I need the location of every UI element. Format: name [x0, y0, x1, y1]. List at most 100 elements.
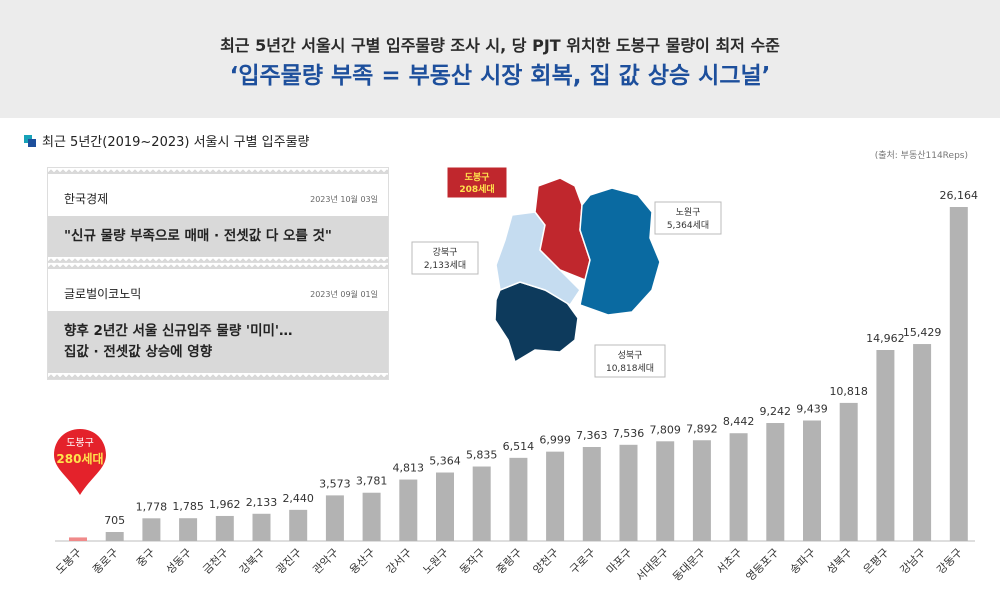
- data-label: 5,835: [466, 449, 498, 462]
- data-label: 14,962: [866, 332, 905, 345]
- zigzag-edge: [48, 373, 388, 379]
- data-label: 1,962: [209, 498, 241, 511]
- bar-영등포구: [766, 423, 785, 541]
- data-label: 7,536: [613, 427, 645, 440]
- bar-중구: [142, 518, 161, 541]
- bar-금천구: [215, 515, 234, 541]
- dobong-callout: 도봉구 280세대: [54, 429, 106, 495]
- data-label: 1,785: [172, 500, 204, 513]
- tick-label: 은평구: [861, 546, 892, 577]
- header-headline: ‘입주물량 부족 = 부동산 시장 회복, 집 값 상승 시그널’: [229, 63, 771, 89]
- data-label: 7,809: [649, 423, 681, 436]
- section-title-text: 최근 5년간(2019~2023) 서울시 구별 입주물량: [42, 135, 310, 150]
- news-headline-line: "신규 물량 부족으로 매매 · 전셋값 다 오를 것": [64, 228, 332, 244]
- tick-label: 중랑구: [494, 546, 525, 577]
- bar-서초구: [729, 433, 748, 541]
- bar-관악구: [325, 495, 344, 541]
- data-label: 1,778: [136, 500, 168, 513]
- tick-label: 동대문구: [670, 546, 708, 584]
- bar-송파구: [803, 420, 821, 541]
- zigzag-edge: [48, 257, 388, 263]
- data-label: 7,892: [686, 422, 718, 435]
- data-label: 15,429: [903, 326, 942, 339]
- bar-구로구: [582, 447, 601, 541]
- square-bullet-icon: [24, 134, 36, 147]
- news-headline: "신규 물량 부족으로 매매 · 전셋값 다 오를 것": [48, 216, 388, 257]
- callout-name: 도봉구: [66, 437, 94, 449]
- data-label: 9,439: [796, 403, 828, 416]
- bar-강남구: [913, 344, 932, 541]
- bar-강북구: [252, 513, 271, 541]
- bar-중랑구: [509, 457, 528, 541]
- map-pin-icon: [54, 429, 106, 495]
- data-label: 3,781: [356, 475, 388, 488]
- tick-label: 성동구: [164, 546, 195, 577]
- callout-value: 280세대: [56, 451, 103, 466]
- news-publisher: 글로벌이코노믹: [64, 287, 142, 301]
- news-headline: 향후 2년간 서울 신규입주 물량 '미미'… 집값 · 전셋값 상승에 영향: [48, 311, 388, 373]
- news-publisher: 한국경제: [64, 192, 109, 206]
- tick-label: 강동구: [934, 546, 965, 577]
- tick-label: 강남구: [898, 546, 929, 577]
- data-label: 705: [104, 514, 125, 527]
- data-label: 10,818: [829, 385, 868, 398]
- tick-label: 마포구: [604, 546, 635, 577]
- tick-label: 송파구: [787, 546, 818, 577]
- data-label: 2,440: [282, 492, 314, 505]
- data-label: 6,514: [503, 440, 535, 453]
- bar-강동구: [949, 207, 968, 541]
- bar-용산구: [362, 492, 381, 541]
- news-card-header: 한국경제 2023년 10월 03일: [48, 174, 388, 216]
- data-label: 6,999: [539, 434, 571, 447]
- tick-label: 도봉구: [53, 546, 84, 577]
- tick-label: 노원구: [420, 546, 451, 577]
- bar-은평구: [876, 350, 895, 541]
- tick-label: 영등포구: [744, 546, 782, 584]
- bar-서대문구: [656, 441, 675, 541]
- tick-label: 금천구: [200, 545, 231, 576]
- news-card: 글로벌이코노믹 2023년 09월 01일 향후 2년간 서울 신규입주 물량 …: [48, 263, 388, 379]
- bar-동작구: [472, 466, 491, 541]
- tick-label: 양천구: [530, 545, 561, 576]
- source-note: (출처: 부동산114Reps): [874, 151, 968, 161]
- bar-종로구: [105, 532, 124, 541]
- data-label: 3,573: [319, 477, 351, 490]
- news-card-header: 글로벌이코노믹 2023년 09월 01일: [48, 269, 388, 311]
- news-date: 2023년 10월 03일: [310, 195, 378, 204]
- bar-도봉구: [69, 537, 87, 541]
- data-label: 5,364: [429, 455, 461, 468]
- bar-동대문구: [692, 440, 711, 541]
- header-banner: 최근 5년간 서울시 구별 입주물량 조사 시, 당 PJT 위치한 도봉구 물…: [0, 0, 1000, 118]
- bar-성북구: [839, 402, 858, 541]
- data-label: 26,164: [940, 189, 979, 202]
- news-headline-line: 향후 2년간 서울 신규입주 물량 '미미'…: [64, 323, 293, 339]
- tick-label: 성북구: [824, 546, 855, 577]
- bar-광진구: [289, 509, 308, 541]
- bar-강서구: [399, 479, 418, 541]
- tick-label: 서대문구: [634, 546, 672, 584]
- news-card: 한국경제 2023년 10월 03일 "신규 물량 부족으로 매매 · 전셋값 …: [48, 168, 388, 263]
- header-subtitle: 최근 5년간 서울시 구별 입주물량 조사 시, 당 PJT 위치한 도봉구 물…: [220, 36, 780, 55]
- tick-label: 동작구: [457, 546, 488, 577]
- data-label: 7,363: [576, 429, 608, 442]
- data-label: 8,442: [723, 415, 755, 428]
- tick-label: 중구: [134, 546, 158, 570]
- news-date: 2023년 09월 01일: [310, 290, 378, 299]
- tick-label: 서초구: [714, 546, 745, 577]
- bar-성동구: [179, 518, 198, 541]
- zigzag-edge: [48, 263, 388, 269]
- tick-label: 광진구: [274, 546, 305, 577]
- bar-노원구: [436, 472, 454, 541]
- data-label: 9,242: [760, 405, 792, 418]
- section-title: 최근 5년간(2019~2023) 서울시 구별 입주물량: [24, 131, 310, 150]
- tick-label: 구로구: [567, 546, 598, 577]
- bar-양천구: [546, 451, 565, 541]
- bar-마포구: [619, 444, 638, 541]
- data-label: 4,813: [393, 462, 425, 475]
- data-label: 2,133: [246, 496, 278, 509]
- tick-label: 종로구: [90, 546, 121, 577]
- tick-label: 관악구: [310, 546, 341, 577]
- tick-label: 강서구: [384, 546, 415, 577]
- news-headline-line: 집값 · 전셋값 상승에 영향: [64, 344, 213, 360]
